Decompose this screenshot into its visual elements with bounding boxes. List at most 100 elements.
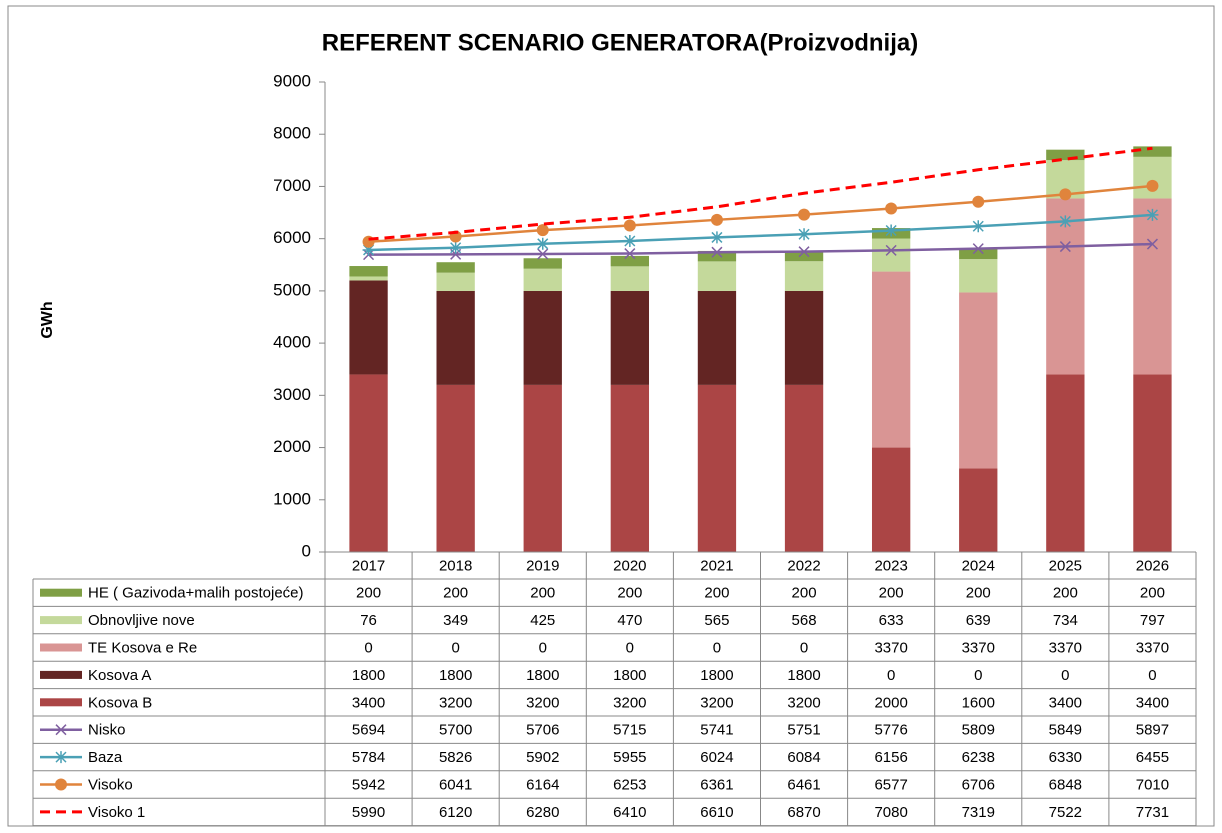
- table-value: 6084: [787, 749, 820, 766]
- table-value: 3200: [700, 694, 733, 711]
- table-value: 0: [364, 639, 372, 656]
- bar-segment: [610, 255, 650, 267]
- chart-title: REFERENT SCENARIO GENERATORA(Proizvodnij…: [322, 29, 918, 56]
- table-value: 633: [879, 612, 904, 629]
- table-value: 639: [966, 612, 991, 629]
- bar-segment: [349, 266, 388, 277]
- bar-segment: [1133, 374, 1172, 552]
- line-marker: [885, 202, 898, 215]
- bar-segment: [1046, 374, 1085, 552]
- table-value: 568: [792, 612, 817, 629]
- table-value: 5706: [526, 722, 559, 739]
- legend-label: Visoko: [88, 776, 133, 793]
- table-value: 7319: [962, 804, 995, 821]
- table-value: 6461: [787, 776, 820, 793]
- bar-segment: [784, 384, 824, 552]
- y-tick-label: 6000: [273, 228, 311, 247]
- table-value: 5990: [352, 804, 385, 821]
- table-value: 5942: [352, 776, 385, 793]
- bar-segment: [1133, 198, 1172, 375]
- bar-segment: [959, 468, 998, 552]
- bar-segment: [784, 290, 824, 385]
- table-value: 565: [704, 612, 729, 629]
- legend-label: Kosova A: [88, 667, 151, 684]
- bar-segment: [1046, 198, 1085, 375]
- bar-segment: [871, 447, 911, 552]
- line-marker: [536, 224, 549, 237]
- table-value: 6577: [874, 776, 907, 793]
- bar-segment: [697, 261, 737, 291]
- table-value: 5715: [613, 722, 646, 739]
- x-tick-label: 2017: [352, 557, 385, 574]
- table-value: 200: [879, 585, 904, 602]
- bar-segment: [610, 266, 650, 291]
- table-value: 0: [974, 667, 982, 684]
- legend-label: TE Kosova e Re: [88, 639, 197, 656]
- table-value: 0: [1061, 667, 1069, 684]
- legend-key: [40, 643, 82, 652]
- table-value: 76: [360, 612, 377, 629]
- table-value: 5897: [1136, 722, 1169, 739]
- legend-label: Visoko 1: [88, 804, 145, 821]
- legend-label: HE ( Gazivoda+malih postojeće): [88, 585, 304, 602]
- table-value: 5694: [352, 722, 385, 739]
- table-value: 734: [1053, 612, 1078, 629]
- bar-segment: [523, 290, 562, 385]
- table-value: 1600: [962, 694, 995, 711]
- y-tick-label: 0: [302, 541, 311, 560]
- legend-key: [40, 616, 82, 625]
- table-value: 7010: [1136, 776, 1169, 793]
- table-value: 0: [626, 639, 634, 656]
- x-tick-label: 2020: [613, 557, 646, 574]
- table-value: 349: [443, 612, 468, 629]
- bar-segment: [697, 384, 737, 552]
- bar-segment: [610, 290, 650, 385]
- table-value: 6330: [1049, 749, 1082, 766]
- table-value: 1800: [439, 667, 472, 684]
- table-value: 200: [966, 585, 991, 602]
- y-tick-label: 3000: [273, 385, 311, 404]
- bar-segment: [959, 248, 998, 260]
- table-value: 200: [792, 585, 817, 602]
- line-series: [368, 184, 1153, 243]
- table-value: 3200: [526, 694, 559, 711]
- table-value: 3200: [613, 694, 646, 711]
- line-marker: [710, 231, 723, 244]
- table-value: 5776: [874, 722, 907, 739]
- x-tick-label: 2024: [962, 557, 995, 574]
- y-axis-label: GWh: [39, 301, 56, 338]
- table-value: 3370: [874, 639, 907, 656]
- x-tick-label: 2026: [1136, 557, 1169, 574]
- legend-label: Kosova B: [88, 694, 152, 711]
- line-marker: [55, 724, 67, 736]
- line-marker: [623, 235, 636, 248]
- line-marker: [798, 246, 810, 258]
- table-value: 5700: [439, 722, 472, 739]
- legend-key: [40, 670, 82, 679]
- legend-label: Nisko: [88, 722, 126, 739]
- bar-segment: [436, 384, 475, 552]
- y-tick-label: 9000: [273, 71, 311, 90]
- line-marker: [537, 248, 549, 260]
- bar-segment: [523, 384, 562, 552]
- bar-segment: [697, 290, 737, 385]
- line-marker: [885, 224, 898, 237]
- y-tick-label: 4000: [273, 333, 311, 352]
- bar-segment: [959, 292, 998, 469]
- table-value: 6156: [874, 749, 907, 766]
- table-value: 5902: [526, 749, 559, 766]
- bar-segment: [349, 374, 388, 552]
- table-value: 5751: [787, 722, 820, 739]
- table-value: 200: [617, 585, 642, 602]
- table-value: 3200: [439, 694, 472, 711]
- x-tick-label: 2025: [1049, 557, 1082, 574]
- table-value: 470: [617, 612, 642, 629]
- table-value: 3200: [787, 694, 820, 711]
- table-value: 6253: [613, 776, 646, 793]
- line-marker: [1146, 208, 1159, 221]
- table-value: 1800: [352, 667, 385, 684]
- table-value: 200: [704, 585, 729, 602]
- table-value: 200: [356, 585, 381, 602]
- table-value: 6361: [700, 776, 733, 793]
- table-value: 0: [713, 639, 721, 656]
